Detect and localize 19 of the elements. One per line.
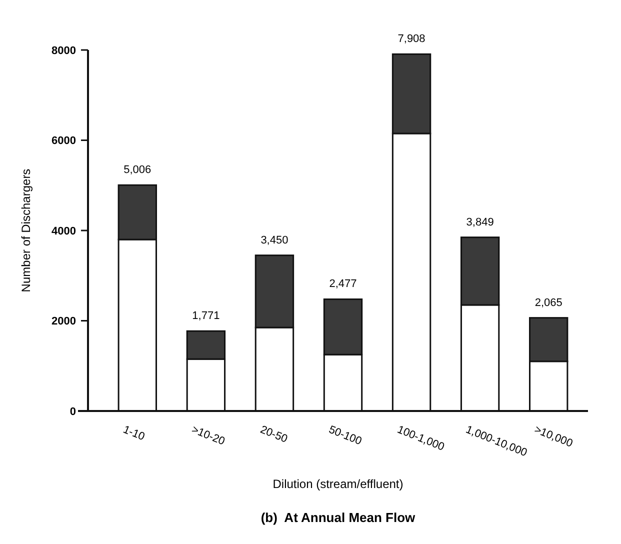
x-tick-label: >10-20 bbox=[190, 424, 226, 448]
y-axis-title: Number of Dischargers bbox=[19, 168, 33, 292]
total-label: 3,450 bbox=[260, 234, 288, 246]
x-tick-label: 50-100 bbox=[326, 424, 364, 448]
y-tick-label: 6000 bbox=[52, 135, 76, 148]
x-tick-label: 1-10 bbox=[121, 424, 146, 444]
y-tick-label: 0 bbox=[70, 406, 76, 418]
y-tick-label: 2000 bbox=[52, 316, 76, 328]
y-tick-label: 8000 bbox=[52, 44, 76, 57]
total-label: 2,065 bbox=[534, 296, 562, 309]
x-tick-label: 20-50 bbox=[258, 424, 290, 446]
x-axis-title: Dilution (stream/effluent) bbox=[272, 477, 404, 491]
total-label: 1,771 bbox=[192, 310, 220, 322]
text: (b) At Annual Mean Flow bbox=[260, 510, 416, 525]
y-tick-label: 4000 bbox=[52, 225, 76, 238]
total-label: 7,908 bbox=[398, 33, 426, 46]
total-label: 5,006 bbox=[124, 164, 152, 176]
total-label: 2,477 bbox=[329, 278, 357, 290]
total-label: 3,849 bbox=[466, 216, 494, 228]
